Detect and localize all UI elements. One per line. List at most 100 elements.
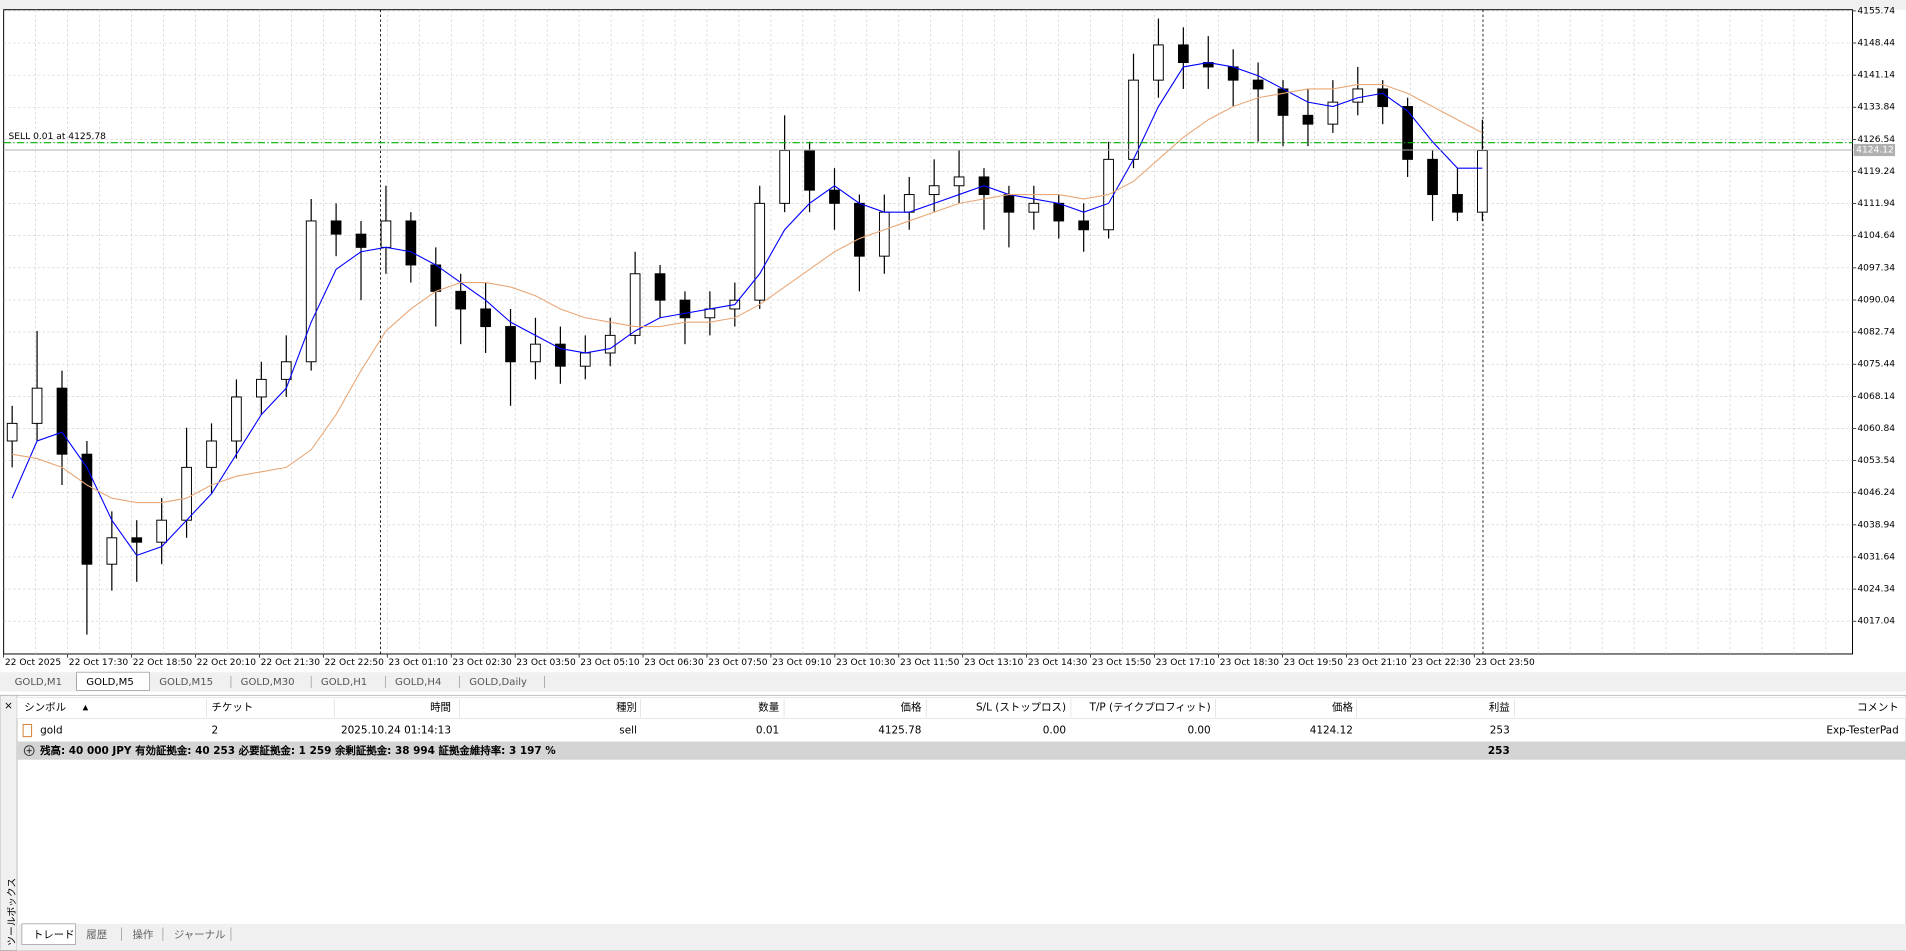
- y-tick-label: 4017.04: [1857, 617, 1895, 627]
- x-tick-label: 23 Oct 22:30: [1412, 658, 1472, 668]
- cell: 2: [212, 725, 219, 737]
- cell: 0.00: [1187, 725, 1210, 737]
- candle-body: [280, 361, 292, 380]
- chart-tab[interactable]: GOLD,M30: [241, 677, 295, 688]
- cell: 0.01: [756, 725, 779, 737]
- candle-body: [305, 220, 317, 363]
- column-header[interactable]: 価格: [1332, 700, 1353, 713]
- chart-tab[interactable]: GOLD,M1: [15, 677, 62, 688]
- chart-tabs-bar: [0, 672, 1906, 692]
- candle-body: [829, 189, 840, 204]
- sort-arrow: ▲: [83, 702, 89, 711]
- candle-body: [928, 185, 940, 196]
- x-tick-label: 23 Oct 15:50: [1092, 658, 1152, 668]
- y-tick-label: 4133.84: [1857, 103, 1895, 113]
- tab-active: [21, 923, 76, 945]
- x-tick-label: 23 Oct 05:10: [580, 658, 640, 668]
- candle-body: [330, 220, 342, 235]
- candle-body: [555, 343, 566, 367]
- y-tick-label: 4060.84: [1857, 424, 1895, 434]
- candle-body: [903, 194, 915, 213]
- candle-body: [56, 387, 68, 455]
- candle-body: [181, 466, 192, 521]
- chart-tab[interactable]: GOLD,H4: [395, 677, 441, 688]
- x-tick-label: 23 Oct 01:10: [388, 658, 448, 668]
- y-tick-label: 4148.44: [1857, 38, 1895, 48]
- y-tick-label: 4104.64: [1857, 231, 1895, 241]
- cell: 2025.10.24 01:14:13: [341, 725, 451, 737]
- symbol-icon: [22, 723, 33, 738]
- column-header[interactable]: T/P (テイクプロフィット): [1089, 701, 1211, 713]
- y-tick-label: 4141.14: [1857, 71, 1895, 81]
- candle-body: [505, 326, 516, 363]
- candle-body: [604, 334, 616, 354]
- candle-body: [1028, 202, 1040, 213]
- x-tick-label: 23 Oct 13:10: [964, 658, 1024, 668]
- candle-body: [1227, 66, 1239, 81]
- candle-body: [1177, 44, 1189, 64]
- table-header: [16, 697, 1906, 719]
- y-tick-label: 4031.64: [1857, 552, 1895, 562]
- candle-body: [779, 150, 790, 204]
- toolbox-tab[interactable]: 操作: [132, 928, 153, 941]
- column-header[interactable]: コメント: [1857, 701, 1899, 713]
- x-tick-label: 23 Oct 19:50: [1284, 658, 1344, 668]
- x-tick-label: 22 Oct 18:50: [133, 658, 193, 668]
- x-tick-label: 22 Oct 2025: [5, 658, 61, 668]
- candle-body: [679, 299, 691, 319]
- summary-profit: 253: [1488, 745, 1510, 757]
- x-tick-label: 23 Oct 18:30: [1220, 658, 1280, 668]
- bid-label-bg: [1853, 143, 1896, 157]
- column-header[interactable]: 数量: [758, 700, 779, 713]
- candle-body: [654, 273, 666, 301]
- candle-body: [854, 202, 865, 257]
- chart-tab[interactable]: GOLD,M15: [159, 677, 213, 688]
- x-tick-label: 23 Oct 07:50: [708, 658, 768, 668]
- candle-body: [1053, 202, 1065, 222]
- column-header[interactable]: S/L (ストップロス): [976, 701, 1066, 713]
- column-header[interactable]: 種別: [616, 700, 637, 713]
- candle-body: [1128, 79, 1139, 160]
- candle-body: [156, 519, 168, 543]
- x-tick-label: 22 Oct 22:50: [325, 658, 385, 668]
- x-tick-label: 23 Oct 11:50: [900, 658, 960, 668]
- close-button[interactable]: ×: [4, 700, 13, 712]
- x-tick-label: 23 Oct 03:50: [516, 658, 576, 668]
- column-header[interactable]: 価格: [901, 700, 922, 713]
- y-tick-label: 4038.94: [1857, 520, 1895, 530]
- toolbox-tab[interactable]: 履歴: [86, 929, 107, 941]
- y-tick-label: 4075.44: [1857, 360, 1895, 370]
- candle-body: [754, 202, 766, 301]
- candle-body: [106, 537, 118, 565]
- candle-body: [1402, 106, 1413, 160]
- x-tick-label: 23 Oct 02:30: [452, 658, 512, 668]
- candle-body: [1377, 88, 1389, 108]
- x-tick-label: 23 Oct 14:30: [1028, 658, 1088, 668]
- column-header[interactable]: 利益: [1489, 700, 1510, 713]
- toolbox-tab[interactable]: ジャーナル: [174, 929, 226, 941]
- y-tick-label: 4046.24: [1857, 488, 1895, 498]
- x-tick-label: 23 Oct 06:30: [644, 658, 704, 668]
- toolbox-tab[interactable]: トレード: [33, 929, 75, 941]
- column-header[interactable]: チケット: [212, 701, 254, 713]
- cell: gold: [40, 725, 63, 737]
- chart-tab[interactable]: GOLD,M5: [86, 677, 133, 688]
- x-tick-label: 23 Oct 17:10: [1156, 658, 1216, 668]
- y-tick-label: 4090.04: [1857, 295, 1895, 305]
- column-header[interactable]: シンボル: [24, 701, 66, 713]
- candle-body: [6, 422, 18, 442]
- y-tick-label: 4068.14: [1857, 392, 1895, 402]
- candle-body: [579, 352, 591, 367]
- candle-body: [455, 290, 467, 310]
- x-tick-label: 22 Oct 20:10: [197, 658, 257, 668]
- expand-icon[interactable]: [23, 745, 35, 756]
- cell: 0.00: [1043, 725, 1066, 737]
- moving-average: [12, 83, 1483, 504]
- x-tick-label: 23 Oct 23:50: [1475, 658, 1535, 668]
- column-header[interactable]: 時間: [430, 701, 451, 713]
- chart-tab[interactable]: GOLD,H1: [321, 677, 367, 688]
- expand-plus: +: [26, 747, 33, 757]
- toolbox-tabs-bar: [17, 923, 1906, 951]
- chart-tab[interactable]: GOLD,Daily: [469, 677, 527, 688]
